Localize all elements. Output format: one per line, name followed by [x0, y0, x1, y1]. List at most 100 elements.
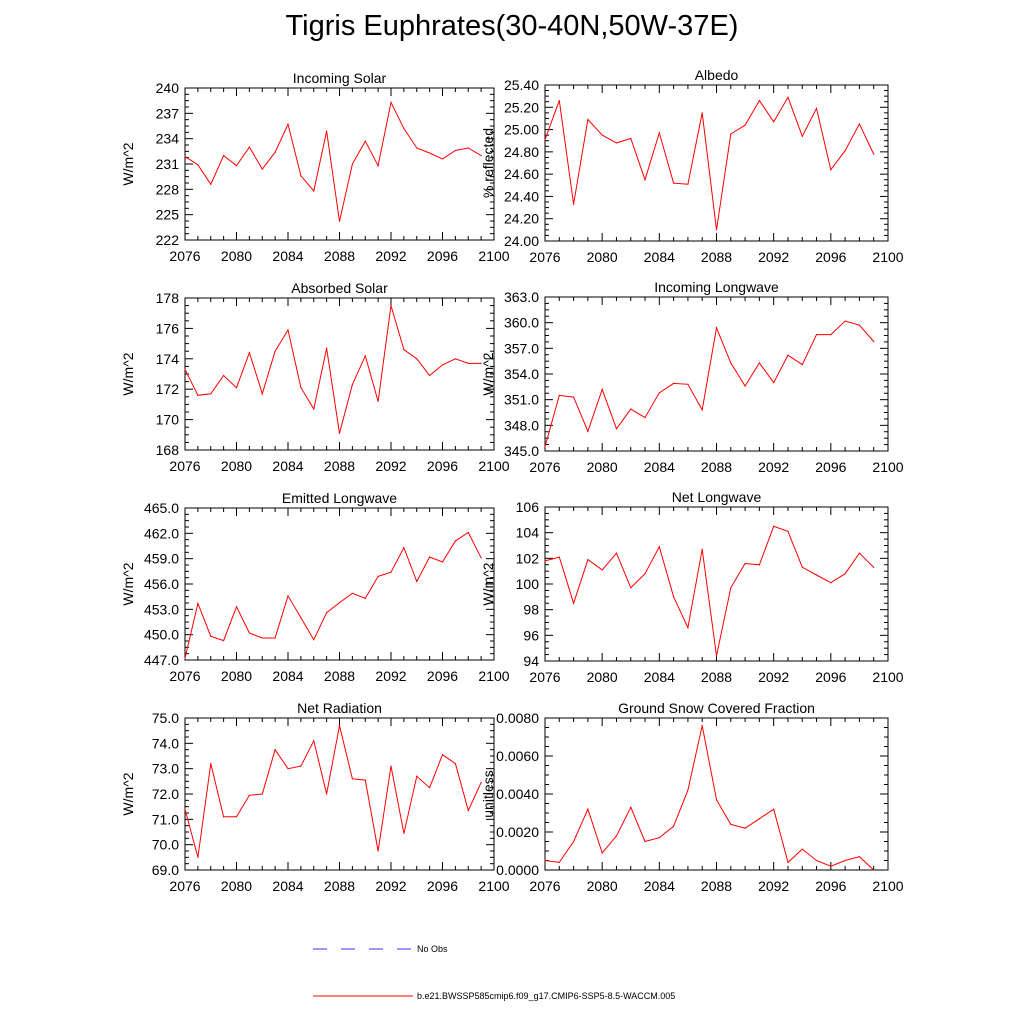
- panel-8-data-point: [873, 869, 875, 871]
- panel-1-frame: [184, 87, 495, 241]
- panel-2-data-point: [744, 124, 746, 126]
- panel-1-data-point: [364, 140, 366, 142]
- panel-2-ytick-label: 24.40: [504, 188, 539, 204]
- panel-8-ytick-label: 0.0080: [496, 710, 539, 726]
- panel-8-data-point: [601, 852, 603, 854]
- panel-8-xtick-label: 2084: [644, 878, 675, 894]
- panel-2-xtick-label: 2100: [872, 249, 903, 265]
- panel-4-data-point: [687, 383, 689, 385]
- panel-8-data-point: [830, 865, 832, 867]
- panel-3-data-point: [326, 347, 328, 349]
- panel-8-title: Ground Snow Covered Fraction: [618, 700, 815, 716]
- panel-5-data-point: [184, 657, 186, 659]
- panel-5-data-point: [274, 637, 276, 639]
- panel-4-ytick-label: 363.0: [504, 289, 539, 305]
- panel-4-data-point: [701, 409, 703, 411]
- panel-7-data-point: [287, 768, 289, 770]
- panel-6-ytick-label: 98: [523, 602, 539, 618]
- panel-3-data-point: [235, 387, 238, 389]
- panel-4-xtick-label: 2084: [644, 459, 675, 475]
- panel-4-data-point: [830, 334, 832, 336]
- panel-5-xtick-label: 2100: [478, 668, 509, 684]
- panel-1-data-point: [184, 155, 186, 157]
- panel-8-data-point: [773, 808, 775, 810]
- panel-5-xtick-label: 2084: [272, 668, 303, 684]
- panel-4-data-point: [658, 392, 660, 394]
- panel-4-ytick-label: 357.0: [504, 340, 539, 356]
- panel-8-data-point: [658, 837, 660, 839]
- panel-7-ytick-label: 72.0: [152, 786, 179, 802]
- panel-6-ytick-label: 96: [523, 627, 539, 643]
- panel-7-ytick-label: 70.0: [152, 837, 179, 853]
- panel-5-data-point: [416, 580, 418, 583]
- panel-8-data-point: [744, 827, 746, 829]
- panel-1-data-point: [223, 154, 225, 157]
- panel-3-xtick-label: 2076: [169, 458, 200, 474]
- panel-3-frame: [184, 297, 495, 451]
- panel-1-data-point: [287, 123, 289, 125]
- panel-2-data-point: [773, 121, 775, 123]
- panel-7-xtick-label: 2080: [221, 878, 252, 894]
- panel-8-ytick-label: 0.0000: [496, 862, 539, 878]
- panel-5-data-point: [454, 540, 456, 542]
- panel-4-ytick-label: 345.0: [504, 443, 539, 459]
- panel-8-ytick-label: 0.0040: [496, 786, 539, 802]
- legend-obs-label: No Obs: [417, 944, 448, 954]
- panel-5-data-point: [326, 612, 328, 614]
- panel-4-ytick-label: 360.0: [504, 315, 539, 331]
- panel-7-data-point: [184, 808, 186, 810]
- panel-8-data-point: [715, 799, 718, 801]
- panel-3-title: Absorbed Solar: [291, 280, 388, 296]
- panel-2-data-point: [558, 100, 560, 102]
- panel-6-data-point: [744, 562, 746, 565]
- panel-7-data-point: [274, 749, 276, 751]
- panel-3-data-point: [390, 305, 392, 307]
- panel-7-data-point: [210, 763, 212, 765]
- panel-2-data-point: [673, 182, 675, 184]
- panel-5-data-point: [429, 556, 431, 558]
- panel-8-data-point: [644, 840, 646, 843]
- panel-1-data-point: [467, 147, 469, 149]
- panel-6-data-point: [644, 573, 646, 575]
- panel-3-data-point: [197, 394, 199, 396]
- panel-5-data-point: [403, 547, 405, 549]
- panel-7-data-point: [313, 740, 315, 742]
- panel-5-data-point: [197, 602, 199, 605]
- panel-1-ylabel: W/m^2: [120, 142, 136, 185]
- panel-3-ylabel: W/m^2: [120, 352, 136, 395]
- panel-4-xtick-label: 2092: [758, 459, 789, 475]
- panel-8-data-point: [572, 840, 575, 843]
- panel-1-xtick-label: 2092: [375, 248, 406, 264]
- panel-8-data-point: [544, 859, 546, 862]
- panel-3-series-line: [184, 305, 482, 434]
- panel-4-data-point: [572, 396, 575, 398]
- panel-3-xtick-label: 2092: [375, 458, 406, 474]
- panel-3-ytick-label: 176: [156, 320, 180, 336]
- panel-1-ytick-label: 240: [156, 80, 180, 96]
- panel-1-data-point: [454, 149, 456, 152]
- panel-2-ytick-label: 25.00: [504, 122, 539, 138]
- panel-8-ytick-label: 0.0020: [496, 824, 539, 840]
- panel-3-data-point: [274, 350, 276, 352]
- panel-5-ytick-label: 450.0: [144, 627, 179, 643]
- panel-6-xtick-label: 2076: [529, 669, 560, 685]
- panel-2-ytick-label: 25.20: [504, 99, 539, 115]
- panel-8-xtick-label: 2092: [758, 878, 789, 894]
- panel-5-ytick-label: 447.0: [144, 652, 179, 668]
- panel-2-ytick-label: 24.60: [504, 166, 539, 182]
- panel-3-data-point: [403, 349, 405, 351]
- panel-8-data-point: [615, 835, 618, 837]
- panel-7-data-point: [261, 793, 263, 795]
- panel-7-ytick-label: 74.0: [152, 735, 179, 751]
- panel-6-data-point: [873, 566, 875, 568]
- panel-7-data-point: [467, 809, 469, 812]
- panel-3-data-point: [416, 358, 418, 360]
- panel-3-data-point: [248, 352, 250, 354]
- panel-4-data-point: [715, 327, 718, 329]
- panel-6-data-point: [858, 552, 861, 554]
- panel-5-ylabel: W/m^2: [120, 562, 136, 605]
- panel-3-xtick-label: 2100: [478, 458, 509, 474]
- panel-6-data-point: [658, 546, 660, 548]
- panel-5-ytick-label: 465.0: [144, 500, 179, 516]
- panel-4-data-point: [773, 381, 775, 384]
